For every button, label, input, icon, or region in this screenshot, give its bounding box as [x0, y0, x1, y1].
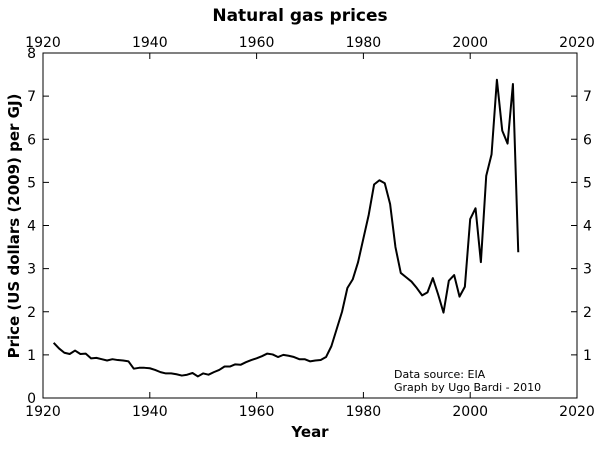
y-tick-label: 7	[27, 89, 36, 105]
y-tick-label-right: 4	[583, 219, 592, 235]
y-tick-label: 6	[27, 132, 36, 148]
y-tick-label-right: 3	[583, 262, 592, 278]
plot-area-frame	[42, 52, 578, 399]
y-tick-label-right: 6	[583, 132, 592, 148]
x-tick-label-top: 2000	[452, 35, 488, 51]
y-tick-label-right: 7	[583, 89, 592, 105]
x-tick-label: 1980	[346, 404, 382, 420]
y-tick-label: 3	[27, 262, 36, 278]
series-line	[52, 78, 520, 378]
y-tick-label: 4	[27, 219, 36, 235]
y-tick-label: 5	[27, 175, 36, 191]
axis-ticks: 1920 1920 1940 1940 1960 1960 1980 1980 2000 2000…	[25, 35, 595, 420]
y-tick-label: 8	[27, 46, 36, 62]
y-tick-label-right: 1	[583, 348, 592, 364]
x-tick-label: 2020	[559, 404, 595, 420]
x-tick-label: 1920	[25, 404, 61, 420]
y-tick-label-right: 2	[583, 305, 592, 321]
x-tick-label-top: 1980	[346, 35, 382, 51]
annotation-credit: Graph by Ugo Bardi - 2010	[394, 381, 541, 394]
y-tick-label: 0	[27, 391, 36, 407]
y-tick-label-right: 5	[583, 175, 592, 191]
chart-title: Natural gas prices	[212, 6, 387, 26]
y-axis-title: Price (US dollars (2009) per GJ)	[5, 94, 23, 359]
x-tick-label-top: 1920	[25, 35, 61, 51]
x-tick-label-top: 1940	[132, 35, 168, 51]
x-tick-label-top: 2020	[559, 35, 595, 51]
x-tick-label: 1940	[132, 404, 168, 420]
x-tick-label: 2000	[452, 404, 488, 420]
y-tick-label: 2	[27, 305, 36, 321]
x-axis-title: Year	[290, 423, 329, 441]
x-tick-label: 1960	[239, 404, 275, 420]
x-tick-label-top: 1960	[239, 35, 275, 51]
annotation-data-source: Data source: EIA	[394, 368, 486, 381]
y-tick-label: 1	[27, 348, 36, 364]
